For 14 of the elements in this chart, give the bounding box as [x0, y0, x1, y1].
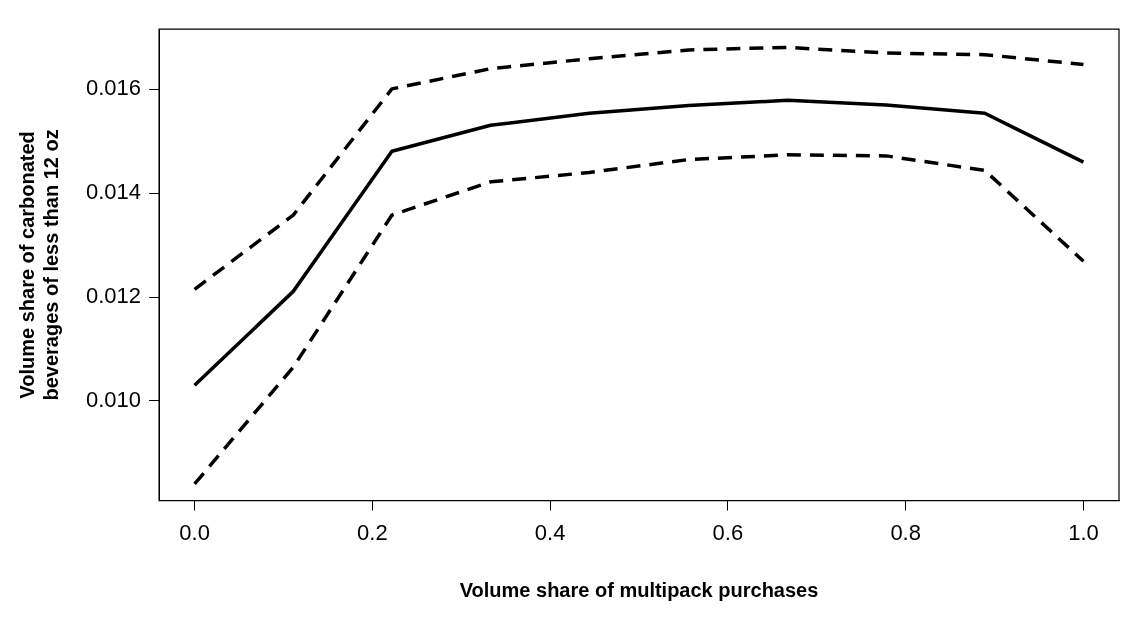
- y-tick-label: 0.010: [85, 386, 142, 412]
- line-series: [192, 153, 1086, 486]
- x-tick-label: 0.8: [890, 519, 921, 545]
- line-series: [192, 45, 1086, 292]
- y-tick-label: 0.012: [85, 283, 142, 309]
- y-tick-label: 0.016: [85, 75, 142, 101]
- y-axis-title: Volume share of carbonated beverages of less than 12 oz: [15, 129, 62, 401]
- x-tick-label: 0.6: [712, 519, 744, 545]
- x-tick-label: 0.2: [357, 519, 388, 545]
- x-tick-label: 1.0: [1068, 519, 1099, 545]
- y-tick-label: 0.014: [85, 179, 142, 205]
- x-axis-title: Volume share of multipack purchases: [459, 578, 819, 601]
- x-tick-label: 0.4: [534, 519, 566, 545]
- x-tick-label: 0.0: [179, 519, 210, 545]
